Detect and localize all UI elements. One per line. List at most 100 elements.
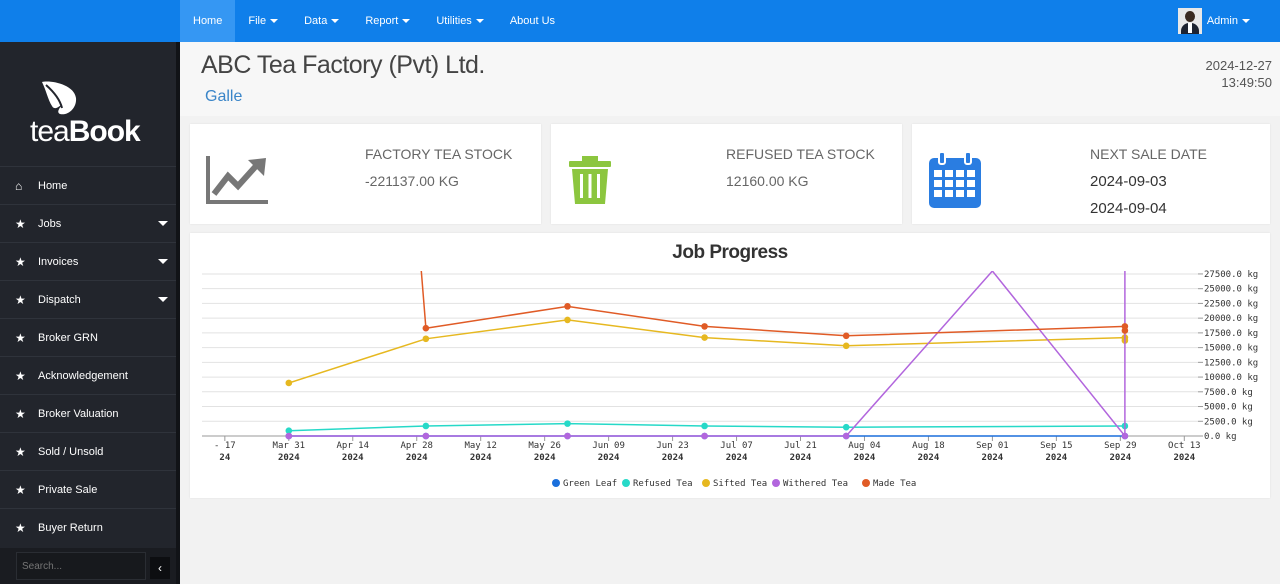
x-tick-label: Apr 14 — [337, 441, 370, 451]
sidebar-item-invoices[interactable]: ★ Invoices — [0, 242, 180, 280]
search-input[interactable] — [16, 552, 146, 580]
legend-marker — [702, 479, 710, 487]
x-tick-label: 2024 — [726, 453, 748, 463]
sidebar-item-jobs[interactable]: ★ Jobs — [0, 204, 180, 242]
chevron-left-icon: ‹ — [158, 561, 162, 575]
y-tick-label: 2500.0 kg — [1204, 417, 1253, 427]
data-point — [842, 332, 850, 340]
star-icon: ★ — [15, 520, 26, 535]
date-time: 2024-12-27 13:49:50 — [1206, 57, 1273, 91]
expand-arrow-icon — [158, 297, 168, 302]
x-tick-label: 2024 — [278, 453, 300, 463]
x-tick-label: 24 — [219, 453, 230, 463]
nav-file-label: File — [248, 15, 267, 27]
sidebar-item-broker-grn[interactable]: ★ Broker GRN — [0, 318, 180, 356]
branch-name: Galle — [205, 88, 243, 105]
data-point — [285, 432, 293, 440]
sidebar-item-broker-valuation[interactable]: ★ Broker Valuation — [0, 394, 180, 432]
x-tick-label: May 26 — [528, 441, 561, 451]
legend-label: Green Leaf — [563, 479, 617, 489]
data-point — [701, 334, 708, 341]
nav-file[interactable]: File — [235, 0, 291, 42]
legend-marker — [862, 479, 870, 487]
data-point — [564, 316, 571, 324]
next-sale-title: NEXT SALE DATE — [1090, 146, 1207, 162]
data-point — [422, 422, 430, 430]
caret-down-icon — [1242, 19, 1250, 23]
x-tick-label: Sep 15 — [1040, 441, 1073, 451]
data-point — [422, 432, 430, 440]
sidebar-search: ‹ — [0, 548, 176, 584]
chart-title: Job Progress — [672, 242, 788, 263]
y-tick-label: 17500.0 kg — [1204, 329, 1258, 339]
logo-text-book: Book — [68, 115, 141, 148]
series-line — [288, 271, 1126, 439]
x-tick-label: 2024 — [470, 453, 492, 463]
star-icon: ★ — [15, 216, 26, 231]
caret-down-icon — [402, 19, 411, 24]
y-tick-label: 25000.0 kg — [1204, 285, 1258, 295]
sidebar-item-home[interactable]: ⌂ Home — [0, 166, 180, 204]
refused-stock-title: REFUSED TEA STOCK — [726, 146, 875, 162]
legend-label: Refused Tea — [633, 479, 693, 489]
nav-data-label: Data — [304, 15, 328, 27]
sidebar-item-dispatch[interactable]: ★ Dispatch — [0, 280, 180, 318]
x-tick-label: 2024 — [406, 453, 428, 463]
sidebar-item-sold-unsold[interactable]: ★ Sold / Unsold — [0, 432, 180, 470]
y-tick-label: 20000.0 kg — [1204, 314, 1258, 324]
x-tick-label: 2024 — [790, 453, 812, 463]
refused-stock-value: 12160.00 KG — [726, 173, 809, 189]
sidebar-item-acknowledgement[interactable]: ★ Acknowledgement — [0, 356, 180, 394]
nav-report-label: Report — [365, 15, 399, 27]
x-tick-label: Oct 13 — [1168, 441, 1201, 451]
sidebar-item-buyer-return[interactable]: ★ Buyer Return — [0, 508, 180, 546]
user-name: Admin — [1206, 15, 1238, 27]
logo[interactable]: teaBook — [0, 42, 180, 166]
expand-arrow-icon — [158, 259, 168, 264]
x-tick-label: 2024 — [1109, 453, 1131, 463]
factory-stock-value: -221137.00 KG — [365, 173, 459, 189]
factory-stock-title: FACTORY TEA STOCK — [365, 146, 513, 162]
x-tick-label: Aug 04 — [848, 441, 881, 451]
nav-data[interactable]: Data — [291, 0, 352, 42]
x-tick-label: 2024 — [342, 453, 364, 463]
nav-about-us[interactable]: About Us — [497, 0, 568, 42]
data-point — [564, 303, 571, 310]
x-tick-label: 2024 — [1046, 453, 1068, 463]
data-point — [701, 323, 708, 330]
data-point — [701, 422, 708, 430]
sidebar-item-label: Invoices — [38, 255, 79, 268]
legend-marker — [552, 479, 560, 487]
sidebar-item-label: Broker GRN — [38, 331, 98, 344]
star-icon: ★ — [15, 330, 26, 345]
main-nav: Home File Data Report Utilities About Us — [180, 0, 568, 42]
user-menu[interactable]: Admin — [1177, 8, 1250, 34]
collapse-sidebar-button[interactable]: ‹ — [150, 557, 170, 579]
legend-marker — [622, 479, 630, 487]
star-icon: ★ — [15, 406, 26, 421]
nav-home[interactable]: Home — [180, 0, 236, 42]
refused-stock-card: REFUSED TEA STOCK 12160.00 KG — [551, 124, 902, 224]
trash-icon — [569, 156, 611, 204]
x-tick-label: Sep 29 — [1104, 441, 1137, 451]
x-tick-label: 2024 — [662, 453, 684, 463]
y-tick-label: 0.0 kg — [1204, 432, 1237, 442]
expand-arrow-icon — [158, 221, 168, 226]
sidebar-item-label: Dispatch — [38, 293, 81, 306]
sidebar-item-label: Buyer Return — [38, 521, 103, 534]
x-tick-label: Jun 09 — [592, 441, 625, 451]
nav-report[interactable]: Report — [352, 0, 423, 42]
legend-marker — [772, 479, 780, 487]
sidebar: teaBook ⌂ Home ★ Jobs ★ Invoices ★ Dispatch … — [0, 42, 180, 584]
x-tick-label: 2024 — [598, 453, 620, 463]
nav-about-label: About Us — [509, 15, 556, 27]
current-time: 13:49:50 — [1221, 75, 1272, 90]
nav-utilities[interactable]: Utilities — [423, 0, 496, 42]
data-point — [842, 342, 850, 350]
y-tick-label: 12500.0 kg — [1204, 358, 1258, 368]
sidebar-item-private-sale[interactable]: ★ Private Sale — [0, 470, 180, 508]
y-tick-label: 27500.0 kg — [1204, 270, 1258, 280]
x-tick-label: Jul 07 — [720, 441, 753, 451]
page-header: ABC Tea Factory (Pvt) Ltd. Galle 2024-12… — [180, 42, 1280, 116]
factory-stock-card: FACTORY TEA STOCK -221137.00 KG — [190, 124, 541, 224]
